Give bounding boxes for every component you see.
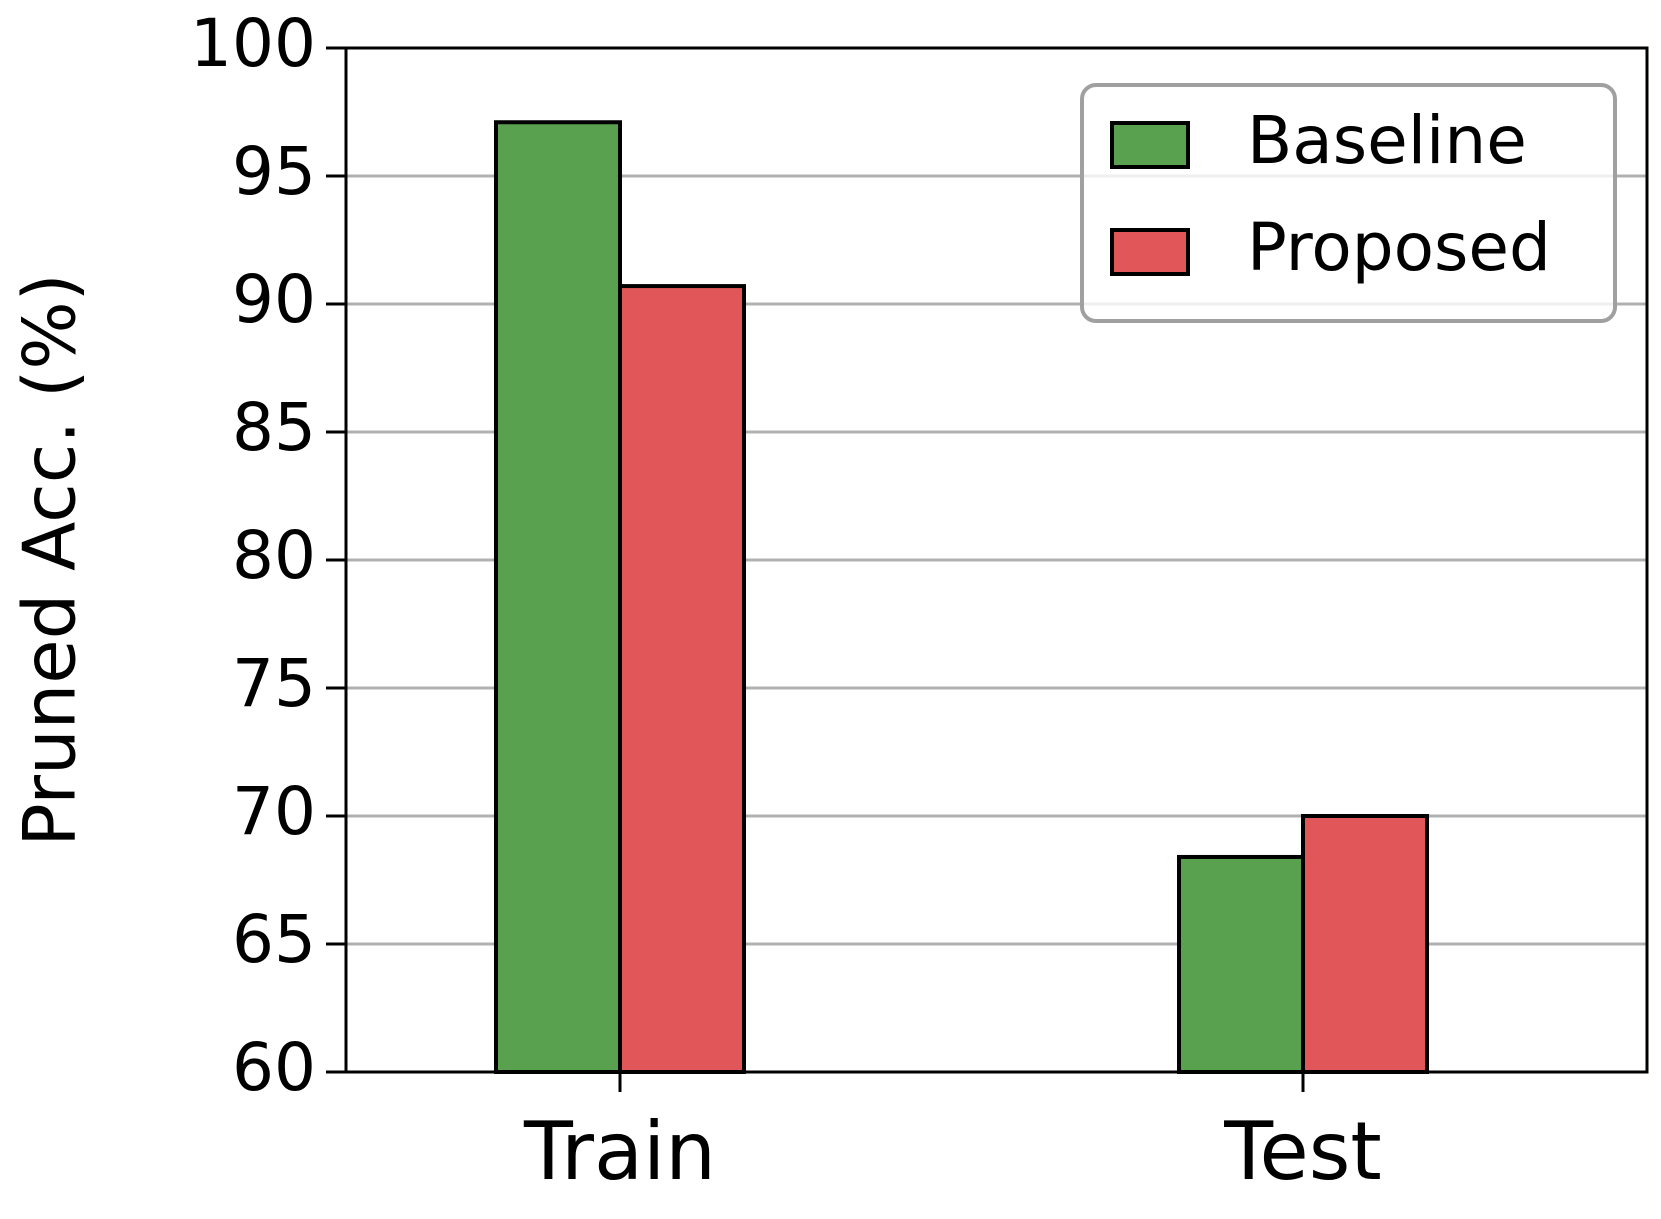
x-tick-label: Test <box>1223 1105 1382 1198</box>
legend-swatch <box>1110 121 1190 169</box>
bar <box>1301 814 1429 1074</box>
y-tick-label: 60 <box>232 1029 316 1106</box>
legend-box <box>1080 83 1617 323</box>
y-axis-label: Pruned Acc. (%) <box>8 273 92 846</box>
y-tick-label: 80 <box>232 517 316 594</box>
y-tick-label: 75 <box>232 645 316 722</box>
y-tick-label: 100 <box>190 5 316 82</box>
plot-frame <box>344 46 1649 1074</box>
y-tick-label: 65 <box>232 901 316 978</box>
y-tick-label: 85 <box>232 389 316 466</box>
y-tick-label: 70 <box>232 773 316 850</box>
legend-swatch <box>1110 228 1190 276</box>
y-tick-label: 95 <box>232 133 316 210</box>
bar <box>1177 854 1305 1075</box>
legend-label: Proposed <box>1247 209 1551 286</box>
bar <box>494 120 622 1075</box>
y-tick-label: 90 <box>232 261 316 338</box>
x-tick-label: Train <box>523 1105 716 1198</box>
legend-label: Baseline <box>1247 102 1527 179</box>
bar <box>618 284 746 1074</box>
